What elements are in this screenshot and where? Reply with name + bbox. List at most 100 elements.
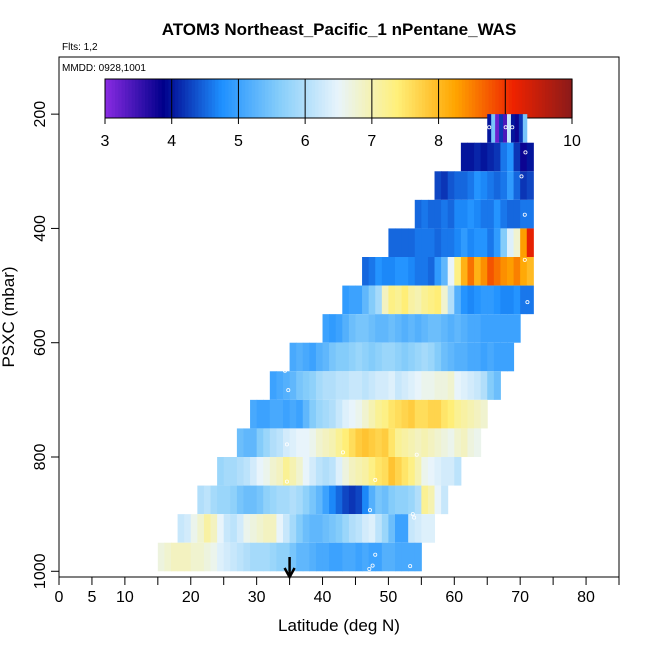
heatmap-cell	[427, 428, 436, 457]
colorbar-segment	[528, 79, 533, 118]
heatmap-cell	[421, 285, 429, 315]
heatmap-cell	[289, 342, 297, 372]
heatmap-cell	[381, 542, 389, 572]
heatmap-cell	[513, 199, 521, 229]
heatmap-cell	[381, 428, 389, 457]
colorbar-segment	[111, 79, 116, 118]
heatmap-cell	[256, 428, 264, 457]
heatmap-cell	[348, 542, 356, 572]
heatmap-cell	[289, 514, 297, 543]
heatmap-cell	[507, 114, 512, 143]
colorbar-segment	[371, 79, 376, 118]
heatmap-cell	[164, 542, 172, 572]
heatmap-cell	[263, 399, 271, 429]
heatmap-cell	[460, 342, 468, 372]
colorbar-segment	[205, 79, 210, 118]
heatmap-cell	[388, 342, 396, 372]
heatmap-cell	[362, 371, 370, 400]
heatmap-cell	[421, 485, 429, 515]
colorbar-segment	[558, 79, 563, 118]
colorbar-segment	[428, 79, 433, 118]
x-tick-label: 40	[314, 589, 332, 606]
heatmap-cell	[190, 514, 198, 543]
heatmap-cell	[507, 257, 515, 286]
colorbar-segment	[435, 79, 440, 118]
heatmap-cell	[520, 142, 528, 172]
colorbar-segment	[391, 79, 396, 118]
y-tick-label: 800	[32, 444, 49, 471]
heatmap-cell	[375, 371, 383, 400]
heatmap-cell	[177, 542, 185, 572]
heatmap-cell	[355, 399, 363, 429]
heatmap-cell	[289, 542, 297, 572]
colorbar-segment	[135, 79, 139, 118]
heatmap-cell	[491, 114, 496, 143]
heatmap-cell	[197, 485, 205, 515]
heatmap-cell	[454, 314, 462, 343]
heatmap-cell	[414, 485, 422, 515]
heatmap-cell	[401, 542, 409, 572]
heatmap-cell	[197, 514, 205, 543]
heatmap-cell	[493, 171, 501, 200]
heatmap-cell	[355, 371, 363, 400]
heatmap-cell	[434, 228, 442, 257]
colorbar-segment	[361, 79, 366, 118]
colorbar-segment	[328, 79, 333, 118]
heatmap-cell	[500, 199, 508, 229]
colorbar-segment	[138, 79, 143, 118]
heatmap-cell	[493, 257, 501, 286]
colorbar-segment	[378, 79, 383, 118]
heatmap-cell	[414, 371, 422, 400]
heatmap-cell	[434, 171, 442, 200]
heatmap-cell	[408, 542, 416, 572]
x-tick-label: 50	[380, 589, 398, 606]
heatmap-cell	[250, 399, 258, 429]
heatmap-cell	[454, 171, 462, 200]
sample-point	[282, 368, 287, 373]
heatmap-cell	[203, 485, 212, 515]
heatmap-cell	[375, 428, 383, 457]
heatmap-cell	[520, 199, 528, 229]
colorbar-segment	[298, 79, 303, 118]
colorbar-segment	[155, 79, 159, 118]
sample-point	[370, 563, 375, 568]
colorbar-tick-label: 4	[167, 133, 176, 150]
colorbar-segment	[211, 79, 216, 118]
latitude-marker-arrow	[283, 557, 296, 580]
heatmap-cell	[460, 228, 468, 257]
sample-point	[412, 515, 417, 520]
heatmap-cell	[421, 228, 429, 257]
x-tick-label: 80	[577, 589, 595, 606]
sample-point	[340, 450, 345, 455]
heatmap-cell	[441, 399, 449, 429]
heatmap-cell	[322, 314, 330, 343]
heatmap-cell	[395, 428, 403, 457]
heatmap-cell	[296, 371, 304, 400]
heatmap-cell	[388, 485, 396, 515]
heatmap-cell	[454, 257, 462, 286]
heatmap-cell	[454, 228, 462, 257]
heatmap-cell	[250, 485, 258, 515]
colorbar-segment	[531, 79, 536, 118]
heatmap-cell	[414, 314, 422, 343]
colorbar-segment	[275, 79, 280, 118]
heatmap-cell	[520, 285, 528, 315]
heatmap-cell	[487, 114, 492, 143]
colorbar-segment	[461, 79, 466, 118]
heatmap-cell	[526, 228, 534, 257]
heatmap-cell	[427, 485, 436, 515]
heatmap-cell	[362, 314, 370, 343]
heatmap-cell	[276, 399, 284, 429]
heatmap-cell	[223, 457, 231, 486]
heatmap-cell	[250, 428, 258, 457]
heatmap-cell	[315, 399, 324, 429]
heatmap-cell	[447, 257, 455, 286]
colorbar-segment	[458, 79, 463, 118]
colorbar-segment	[398, 79, 403, 118]
heatmap-cell	[447, 285, 455, 315]
sample-point	[373, 477, 378, 482]
heatmap-cell	[513, 228, 521, 257]
heatmap-cell	[408, 342, 416, 372]
heatmap-cell	[263, 514, 271, 543]
heatmap-cell	[210, 485, 218, 515]
